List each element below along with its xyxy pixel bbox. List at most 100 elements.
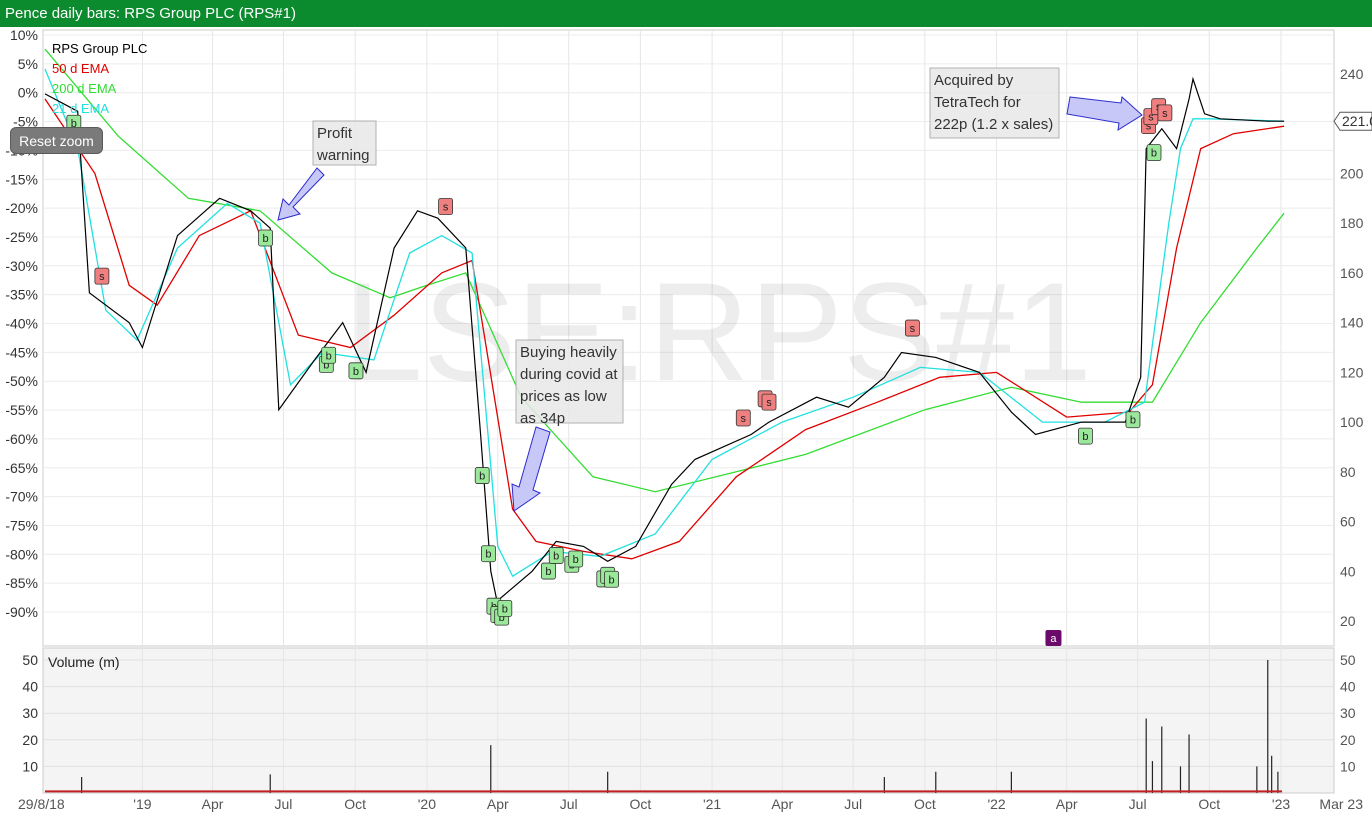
- marker-label: s: [910, 323, 916, 335]
- annotation-3: Acquired by TetraTech for 222p (1.2 x sale…: [929, 67, 1143, 139]
- y-left-tick-label: -5%: [13, 114, 38, 130]
- marker-box: [1146, 144, 1162, 162]
- annotation-arrow: [511, 426, 551, 512]
- y-left-tick-label: -15%: [5, 171, 38, 187]
- marker-label: b: [71, 118, 77, 130]
- buy-marker: b: [604, 570, 619, 588]
- x-tick-label: Apr: [487, 796, 509, 812]
- y-left-tick-label: -55%: [5, 402, 38, 418]
- volume-right-tick-label: 50: [1340, 652, 1356, 668]
- marker-label: b: [326, 350, 332, 362]
- y-right-tick-label: 120: [1340, 364, 1364, 380]
- annotation-box: [929, 67, 1060, 139]
- sell-marker: s: [438, 198, 453, 215]
- watermark-layer: LSE:RPS#1: [345, 253, 1092, 410]
- volume-right-tick-label: 20: [1340, 732, 1356, 748]
- y-left-tick-label: -40%: [5, 316, 38, 332]
- event-marker: a: [1045, 630, 1062, 646]
- ema50-line: [44, 98, 1285, 560]
- buy-marker: b: [481, 545, 496, 563]
- legend-entry: 21 d EMA: [52, 101, 109, 116]
- buy-marker: b: [1146, 144, 1162, 162]
- x-tick-label: Jul: [560, 796, 578, 812]
- window-title: Pence daily bars: RPS Group PLC (RPS#1): [0, 0, 1372, 27]
- marker-label: s: [1148, 112, 1154, 124]
- x-tick-label: Oct: [914, 796, 936, 812]
- marker-label: s: [1162, 108, 1168, 120]
- y-right-tick-label: 60: [1340, 514, 1356, 530]
- y-left-tick-label: -70%: [5, 489, 38, 505]
- volume-layer: Volume (m): [45, 654, 1282, 793]
- marker-label: b: [485, 549, 491, 561]
- marker-box: [321, 346, 337, 364]
- marker-box: [94, 267, 110, 285]
- y-left-tick-label: -85%: [5, 575, 38, 591]
- price-chart: LSE:RPS#1 Volume (m) bsbbbbsbbbbbbbbbbbb…: [5, 27, 1372, 812]
- marker-label: b: [545, 566, 551, 578]
- chart-grid: [42, 29, 1335, 794]
- y-left-tick-label: -60%: [5, 431, 38, 447]
- annotation-arrow: [277, 167, 325, 221]
- y-right-tick-label: 180: [1340, 215, 1364, 231]
- marker-box: [258, 229, 273, 247]
- volume-right-tick-label: 30: [1340, 705, 1356, 721]
- buy-marker: b: [541, 562, 556, 580]
- marker-label: b: [1082, 431, 1088, 443]
- marker-box: [481, 545, 496, 563]
- annotation-text: during covid at: [520, 366, 618, 383]
- buy-marker: b: [474, 467, 490, 484]
- annotation-text: prices as low: [520, 388, 607, 405]
- y-left-tick-label: -65%: [5, 460, 38, 476]
- reset-zoom-button[interactable]: Reset zoom: [10, 127, 103, 154]
- y-left-tick-label: -75%: [5, 517, 38, 533]
- marker-label: s: [1146, 121, 1152, 133]
- sell-marker: s: [94, 267, 110, 285]
- volume-left-tick-label: 50: [22, 652, 38, 668]
- marker-label: s: [741, 413, 747, 425]
- buy-marker: b: [568, 550, 584, 568]
- x-tick-label: '21: [703, 796, 721, 812]
- marker-label: s: [766, 397, 772, 409]
- volume-left-tick-label: 10: [22, 758, 38, 774]
- sell-marker: s: [904, 319, 920, 337]
- annotation-text: 222p (1.2 x sales): [934, 116, 1053, 133]
- annotation-text: warning: [316, 147, 370, 164]
- last-price-box: [1333, 111, 1372, 131]
- x-tick-label: Jul: [275, 796, 293, 812]
- y-left-tick-label: 5%: [18, 56, 38, 72]
- x-tick-label: Apr: [1056, 796, 1078, 812]
- x-tick-label: '20: [418, 796, 436, 812]
- y-left-tick-label: 0%: [18, 85, 38, 101]
- price-line: [44, 76, 1285, 603]
- event-marker-label: a: [1050, 633, 1057, 645]
- y-right-tick-label: 40: [1340, 563, 1356, 579]
- volume-panel-title: Volume (m): [48, 654, 120, 670]
- sell-marker: s: [1157, 104, 1173, 122]
- price-panel: [42, 29, 1335, 647]
- marker-box: [904, 319, 920, 337]
- y-left-tick-label: -30%: [5, 258, 38, 274]
- sell-marker: s: [761, 393, 777, 411]
- annotation-box: [312, 120, 377, 166]
- marker-label: b: [353, 366, 359, 378]
- annotations-layer: Profit warning Buying heavily during covid …: [277, 67, 1143, 512]
- volume-left-tick-label: 30: [22, 705, 38, 721]
- x-tick-label: Apr: [771, 796, 793, 812]
- marker-label: b: [499, 612, 505, 624]
- annotation-text: Acquired by: [934, 72, 1014, 89]
- marker-box: [604, 570, 619, 588]
- annotation-text: TetraTech for: [934, 94, 1021, 111]
- buy-marker: b: [258, 229, 273, 247]
- volume-right-tick-label: 10: [1340, 758, 1356, 774]
- legend-entry: 50 d EMA: [52, 61, 109, 76]
- volume-left-tick-label: 20: [22, 732, 38, 748]
- last-price-label: 221.0: [1342, 113, 1372, 129]
- marker-box: [548, 547, 564, 564]
- buy-marker: b: [321, 346, 337, 364]
- volume-left-tick-label: 40: [22, 679, 38, 695]
- annotation-text: as 34p: [520, 410, 565, 427]
- y-right-tick-label: 100: [1340, 414, 1364, 430]
- marker-box: [474, 467, 490, 484]
- watermark-text: LSE:RPS#1: [345, 253, 1092, 410]
- x-tick-label: Apr: [202, 796, 224, 812]
